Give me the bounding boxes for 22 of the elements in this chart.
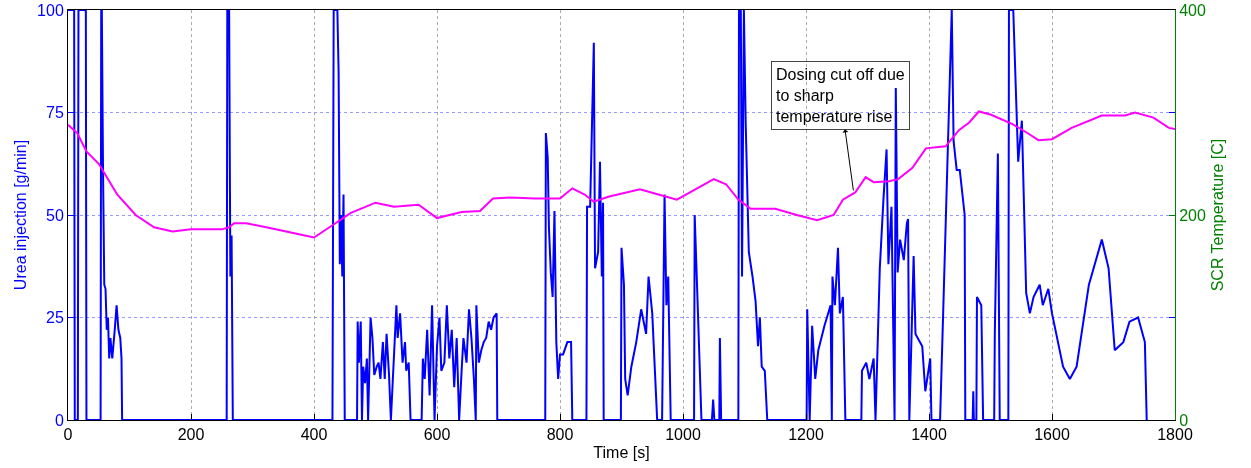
x-tick-label: 1200: [788, 426, 824, 444]
annotation: Dosing cut off due to sharp temperature rise: [776, 66, 905, 125]
y2-tick-label: 200: [1179, 206, 1206, 224]
x-tick-label: 800: [546, 426, 574, 444]
y-tick-label: 50: [46, 206, 64, 224]
x-tick-label: 1800: [1157, 426, 1193, 444]
x-axis-title: Time [s]: [593, 443, 650, 461]
y-tick-label: 0: [54, 411, 64, 429]
x-tick-label: 1000: [665, 426, 701, 444]
y-tick-label: 25: [46, 309, 64, 327]
x-tick-label: 1400: [911, 426, 947, 444]
y2-axis-title: SCR Temperature [C]: [1208, 138, 1226, 292]
y-tick-label: 100: [37, 1, 64, 19]
y-tick-label: 75: [46, 104, 64, 122]
x-tick-label: 400: [300, 426, 328, 444]
line-series: [68, 110, 1175, 239]
y-axis-title: Urea injection [g/min]: [12, 139, 29, 291]
x-tick-label: 600: [423, 426, 451, 444]
y2-tick-label: 0: [1179, 411, 1189, 429]
y2-tick-label: 400: [1179, 1, 1206, 19]
x-tick-label: 200: [177, 426, 205, 444]
x-tick-label: 1600: [1034, 426, 1070, 444]
